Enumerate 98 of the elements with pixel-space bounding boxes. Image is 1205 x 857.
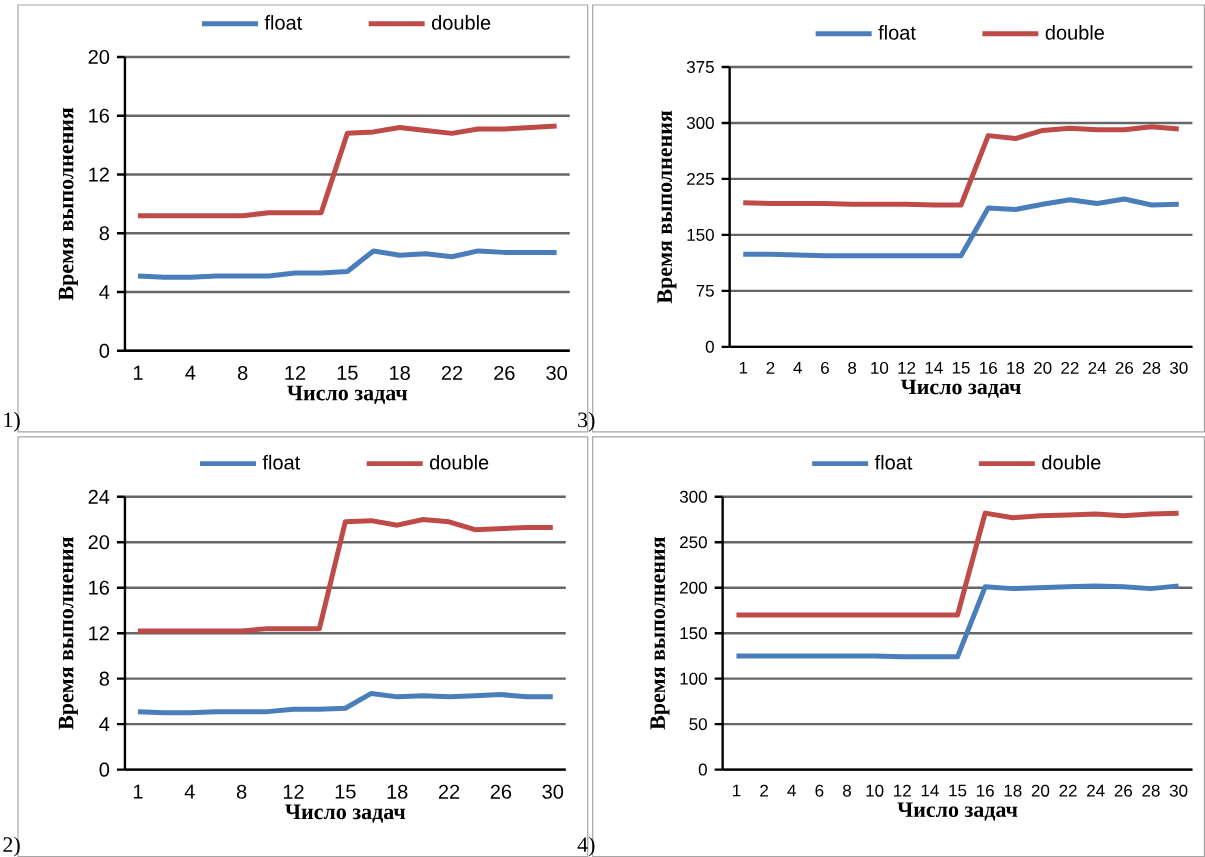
y-axis-title: Время выполнения <box>657 110 677 304</box>
x-tick-label: 16 <box>980 361 997 374</box>
y-tick-label: 200 <box>680 581 707 594</box>
x-tick-label: 24 <box>1087 784 1105 797</box>
x-tick-label: 8 <box>848 361 857 374</box>
y-tick-label: 0 <box>698 763 707 776</box>
x-tick-label: 4 <box>787 784 796 797</box>
x-tick-label: 26 <box>1115 361 1134 374</box>
x-tick-label: 12 <box>894 784 911 797</box>
x-tick-label: 8 <box>237 365 248 380</box>
x-tick-label: 6 <box>815 784 824 797</box>
x-tick-label: 14 <box>925 361 943 374</box>
x-tick-label: 14 <box>921 784 939 797</box>
x-tick-label: 15 <box>335 784 356 799</box>
legend-label: float <box>264 15 303 30</box>
legend-label: double <box>1045 25 1104 40</box>
y-axis-title: Время выполнения <box>650 536 670 730</box>
x-tick-label: 18 <box>1007 361 1025 374</box>
y-tick-label: 20 <box>88 49 110 64</box>
y-tick-label: 250 <box>680 536 707 549</box>
x-tick-label: 20 <box>1031 784 1050 797</box>
x-tick-label: 22 <box>1059 784 1077 797</box>
legend-label: float <box>874 454 913 470</box>
x-tick-label: 1 <box>739 361 748 374</box>
y-tick-label: 150 <box>687 228 714 241</box>
x-tick-label: 30 <box>542 784 564 799</box>
y-tick-label: 150 <box>680 627 707 640</box>
y-tick-label: 12 <box>89 167 109 182</box>
x-tick-label: 30 <box>1170 361 1188 374</box>
x-tick-label: 22 <box>438 784 460 799</box>
text: 3) <box>578 411 595 432</box>
x-tick-label: 15 <box>952 361 970 374</box>
text: 4) <box>577 836 595 857</box>
x-tick-label: 26 <box>1114 784 1133 797</box>
x-tick-label: 2 <box>760 784 768 797</box>
x-tick-label: 18 <box>1004 784 1022 797</box>
y-tick-label: 0 <box>99 343 110 358</box>
x-tick-label: 20 <box>1034 361 1052 374</box>
y-axis-title: Время выполнения <box>58 536 78 730</box>
x-tick-label: 28 <box>1142 784 1160 797</box>
text: 1) <box>4 411 20 432</box>
legend-label: float <box>878 25 916 40</box>
x-tick-label: 16 <box>977 784 994 797</box>
y-tick-label: 300 <box>686 116 714 129</box>
y-tick-label: 300 <box>679 490 707 503</box>
x-tick-label: 28 <box>1142 361 1161 374</box>
y-tick-label: 8 <box>99 226 110 241</box>
y-tick-label: 0 <box>99 762 110 777</box>
y-tick-label: 16 <box>89 580 110 595</box>
x-tick-label: 30 <box>1169 784 1188 797</box>
x-axis-title: Число задач <box>900 379 1021 398</box>
x-axis-title: Число задач <box>897 802 1018 821</box>
x-tick-label: 1 <box>133 784 143 799</box>
y-tick-label: 4 <box>99 717 110 731</box>
x-tick-label: 30 <box>546 365 567 380</box>
x-tick-label: 10 <box>866 784 884 797</box>
x-tick-label: 26 <box>490 784 512 799</box>
y-tick-label: 12 <box>89 626 109 641</box>
y-tick-label: 375 <box>686 60 714 73</box>
x-tick-label: 15 <box>337 365 358 380</box>
x-tick-label: 1 <box>733 784 741 797</box>
x-tick-label: 26 <box>494 365 515 380</box>
y-tick-label: 100 <box>680 672 707 685</box>
x-tick-label: 4 <box>185 365 196 380</box>
legend-label: double <box>430 454 489 470</box>
y-tick-label: 20 <box>88 535 110 550</box>
x-tick-label: 18 <box>390 365 410 380</box>
y-tick-label: 50 <box>689 718 707 731</box>
x-tick-label: 4 <box>184 784 195 799</box>
legend-label: float <box>262 454 301 470</box>
x-tick-label: 24 <box>1088 361 1107 374</box>
y-tick-label: 225 <box>687 172 714 185</box>
x-tick-label: 22 <box>441 365 463 380</box>
text: 2) <box>3 836 20 857</box>
y-tick-label: 75 <box>696 284 714 297</box>
x-tick-label: 12 <box>898 361 916 374</box>
x-tick-label: 6 <box>821 361 829 374</box>
x-axis-title: Число задач <box>287 385 408 404</box>
x-tick-label: 18 <box>387 784 408 799</box>
x-tick-label: 12 <box>283 784 304 799</box>
x-tick-label: 10 <box>871 361 889 374</box>
y-tick-label: 0 <box>705 340 714 353</box>
y-tick-label: 8 <box>99 671 110 686</box>
x-tick-label: 1 <box>134 365 143 380</box>
x-tick-label: 15 <box>949 784 967 797</box>
y-tick-label: 16 <box>89 108 110 123</box>
x-tick-label: 8 <box>843 784 851 797</box>
y-axis-title: Время выполнения <box>58 107 78 301</box>
x-tick-label: 2 <box>766 361 775 374</box>
x-tick-label: 8 <box>236 784 247 799</box>
x-axis-title: Число задач <box>285 804 406 823</box>
x-tick-label: 12 <box>285 365 306 380</box>
y-tick-label: 24 <box>88 489 110 504</box>
y-tick-label: 4 <box>99 285 110 299</box>
x-tick-label: 4 <box>793 361 802 374</box>
x-tick-label: 22 <box>1061 361 1079 374</box>
legend-label: double <box>432 15 491 30</box>
legend-label: double <box>1042 454 1101 470</box>
